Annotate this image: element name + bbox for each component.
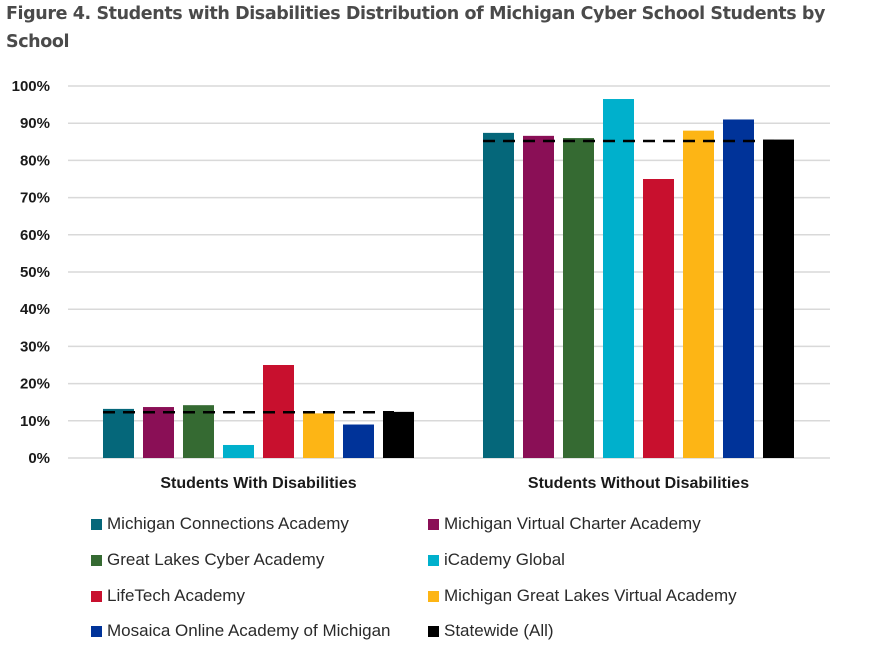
bar [183, 405, 214, 458]
bar [303, 413, 334, 458]
bar [223, 444, 254, 458]
y-tick-label: 10% [20, 413, 50, 430]
y-tick-label: 30% [20, 338, 50, 355]
y-tick-label: 40% [20, 301, 50, 318]
bar [763, 139, 794, 458]
bars [103, 99, 794, 459]
y-tick-label: 20% [20, 376, 50, 393]
bar [383, 411, 414, 458]
bar [683, 130, 714, 458]
x-category-label: Students Without Disabilities [528, 475, 749, 492]
figure-title: Figure 4. Students with Disabilities Dis… [6, 4, 826, 52]
x-axis-category-labels: Students With Disabilities Students Witho… [160, 475, 749, 492]
y-tick-label: 90% [20, 115, 50, 132]
gridlines [68, 85, 830, 459]
bar [563, 138, 594, 458]
bar [343, 424, 374, 458]
y-tick-label: 60% [20, 227, 50, 244]
y-tick-label: 0% [28, 450, 50, 467]
bar [603, 99, 634, 459]
bar [103, 408, 134, 458]
y-tick-label: 80% [20, 152, 50, 169]
bar [523, 135, 554, 458]
bar [643, 179, 674, 458]
bar [723, 119, 754, 458]
y-tick-label: 100% [12, 78, 50, 95]
x-category-label: Students With Disabilities [160, 475, 356, 492]
y-tick-label: 50% [20, 264, 50, 281]
y-axis-tick-labels: 0% 10% 20% 30% 40% 50% 60% 70% 80% 90% 100% [12, 78, 50, 467]
bar [483, 132, 514, 458]
reference-lines [103, 139, 774, 414]
bar [143, 407, 174, 458]
y-tick-label: 70% [20, 190, 50, 207]
